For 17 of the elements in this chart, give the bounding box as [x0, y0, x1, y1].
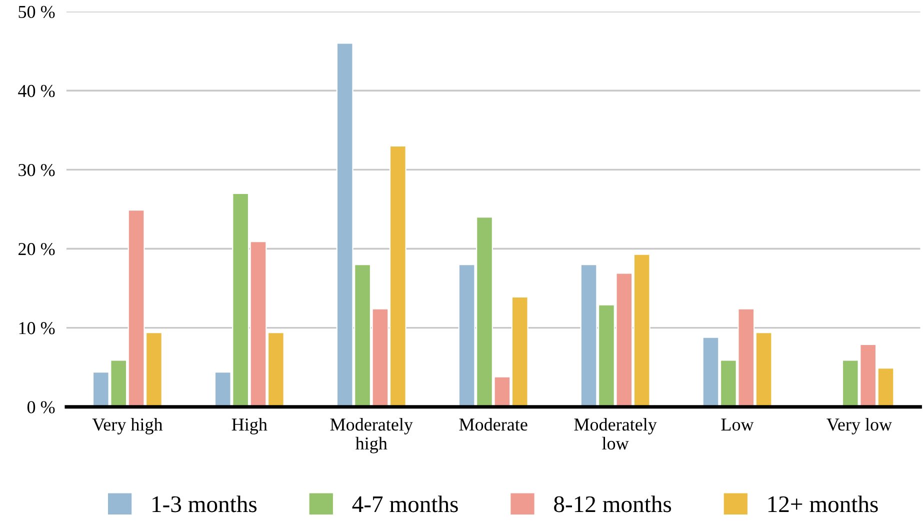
- x-tick-label: Moderately high: [330, 418, 413, 454]
- x-tick-label: Moderate: [459, 418, 528, 431]
- legend-label: 12+ months: [768, 496, 878, 512]
- y-tick-label: 50 %: [18, 6, 55, 18]
- x-tick-label: Very high: [92, 418, 163, 434]
- y-tick-label: 40 %: [18, 84, 55, 98]
- y-tick-label: 0 %: [27, 401, 55, 414]
- y-tick-label: 20 %: [18, 243, 55, 256]
- legend-label: 1-3 months: [152, 496, 257, 512]
- legend-label: 4-7 months: [352, 496, 458, 512]
- x-tick-label: Very low: [826, 418, 892, 434]
- x-tick-label: High: [232, 418, 268, 434]
- y-tick-label: 10 %: [19, 322, 55, 334]
- legend-label: 8-12 months: [554, 496, 672, 512]
- y-tick-label: 30 %: [18, 164, 55, 176]
- x-tick-label: Low: [721, 418, 754, 431]
- x-tick-label: Moderately low: [574, 418, 657, 450]
